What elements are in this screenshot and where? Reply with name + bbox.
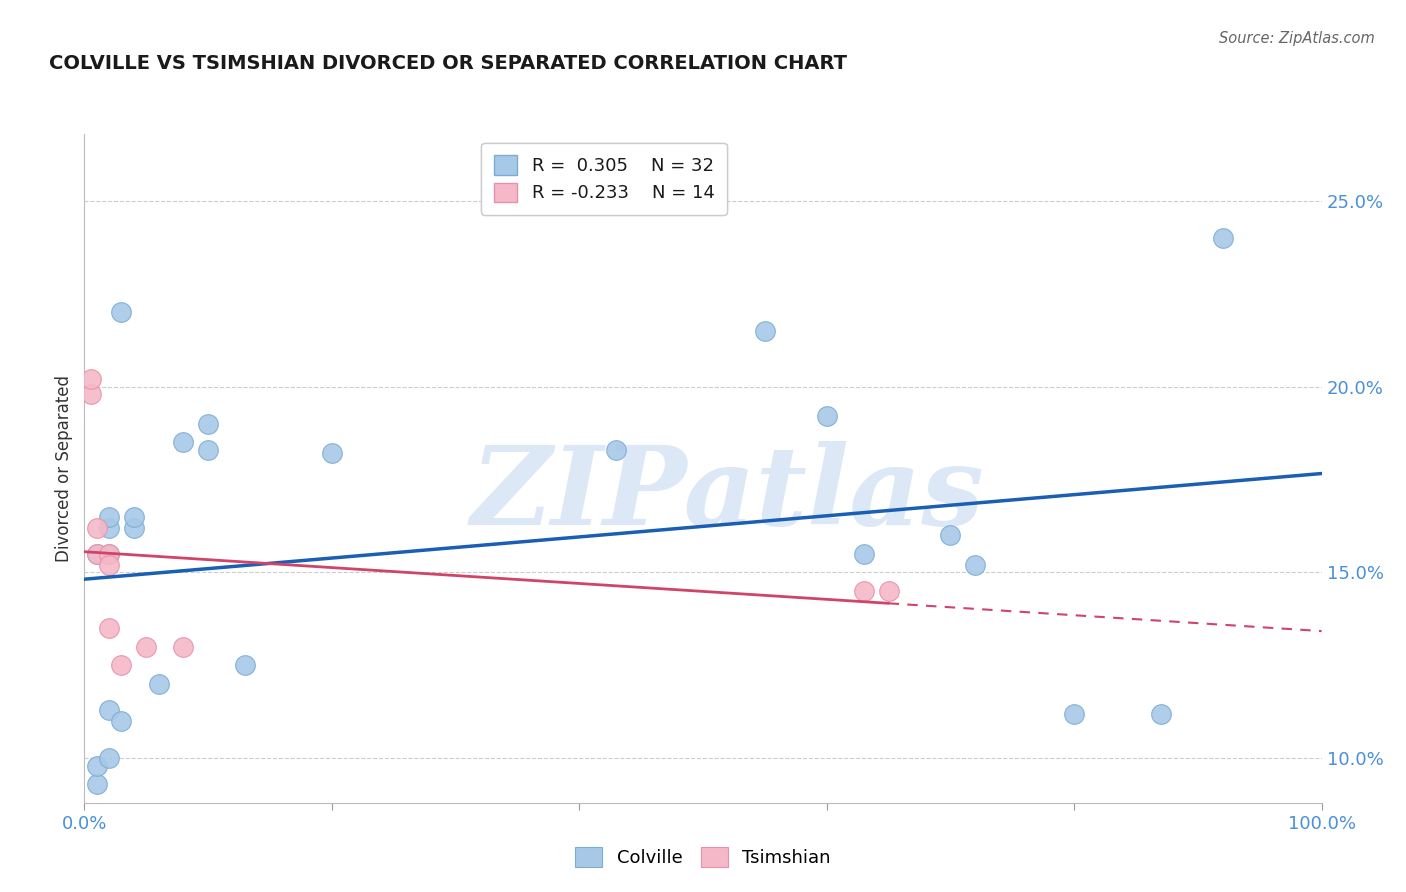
- Point: [110, 714, 132, 728]
- Point: [86, 758, 108, 772]
- Point: [965, 558, 987, 572]
- Point: [86, 547, 108, 561]
- Point: [939, 528, 962, 542]
- Legend: Colville, Tsimshian: Colville, Tsimshian: [568, 839, 838, 874]
- Point: [172, 640, 194, 654]
- Point: [110, 305, 132, 319]
- Point: [86, 777, 108, 791]
- Text: ZIPatlas: ZIPatlas: [471, 442, 984, 549]
- Point: [197, 417, 219, 431]
- Point: [79, 387, 101, 401]
- Point: [233, 658, 256, 673]
- Point: [605, 442, 627, 457]
- Point: [135, 640, 157, 654]
- Point: [86, 521, 108, 535]
- Point: [197, 442, 219, 457]
- Point: [122, 521, 145, 535]
- Point: [98, 509, 121, 524]
- Point: [815, 409, 838, 424]
- Point: [98, 558, 121, 572]
- Point: [98, 621, 121, 635]
- Point: [1063, 706, 1085, 721]
- Point: [1212, 231, 1234, 245]
- Point: [79, 372, 101, 386]
- Point: [86, 547, 108, 561]
- Point: [1150, 706, 1173, 721]
- Y-axis label: Divorced or Separated: Divorced or Separated: [55, 375, 73, 562]
- Point: [98, 703, 121, 717]
- Point: [110, 658, 132, 673]
- Point: [852, 547, 875, 561]
- Point: [98, 751, 121, 765]
- Point: [754, 324, 776, 338]
- Point: [98, 547, 121, 561]
- Point: [148, 677, 170, 691]
- Point: [172, 435, 194, 450]
- Point: [877, 584, 900, 599]
- Point: [98, 521, 121, 535]
- Point: [852, 584, 875, 599]
- Point: [98, 547, 121, 561]
- Legend: R =  0.305    N = 32, R = -0.233    N = 14: R = 0.305 N = 32, R = -0.233 N = 14: [481, 143, 727, 215]
- Text: Source: ZipAtlas.com: Source: ZipAtlas.com: [1219, 31, 1375, 46]
- Point: [122, 509, 145, 524]
- Text: COLVILLE VS TSIMSHIAN DIVORCED OR SEPARATED CORRELATION CHART: COLVILLE VS TSIMSHIAN DIVORCED OR SEPARA…: [49, 54, 848, 72]
- Point: [321, 446, 343, 460]
